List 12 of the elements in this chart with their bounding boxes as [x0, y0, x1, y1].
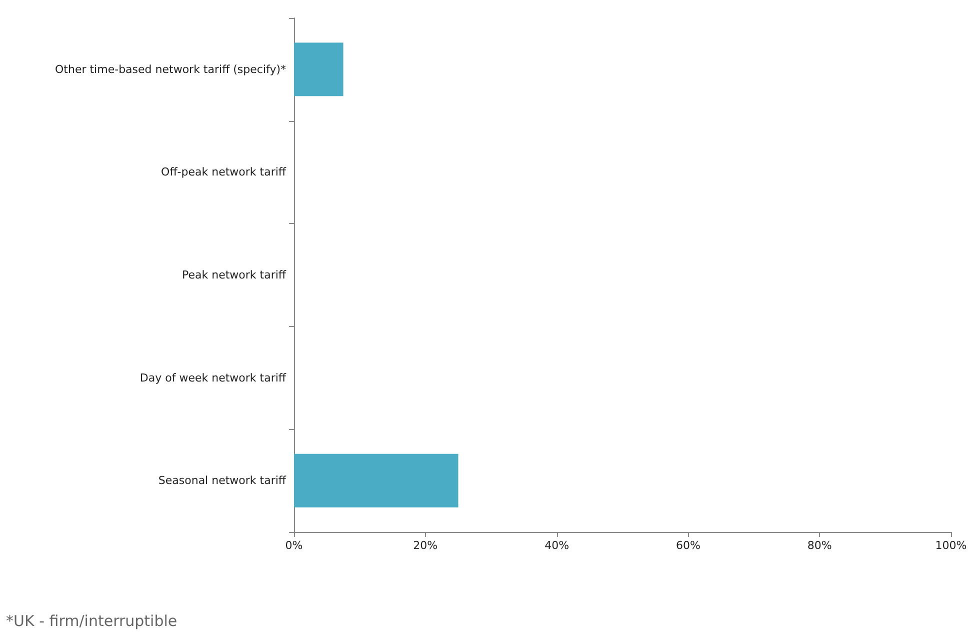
y-tick-label: Other time-based network tariff (specify)*: [55, 62, 286, 76]
x-tick-label: 20%: [413, 539, 438, 552]
text: *UK - firm/interruptible: [6, 612, 178, 630]
x-tick-label: 0%: [285, 539, 303, 552]
x-tick-label: 100%: [935, 539, 967, 552]
y-tick-label: Peak network tariff: [182, 268, 286, 282]
x-tick-label: 40%: [544, 539, 570, 552]
y-tick-label: Off-peak network tariff: [161, 166, 286, 179]
y-tick-label: Day of week network tariff: [140, 371, 286, 384]
x-tick-label: 80%: [807, 539, 832, 552]
y-tick-label: Seasonal network tariff: [158, 474, 286, 488]
x-tick-label: 60%: [676, 539, 700, 552]
